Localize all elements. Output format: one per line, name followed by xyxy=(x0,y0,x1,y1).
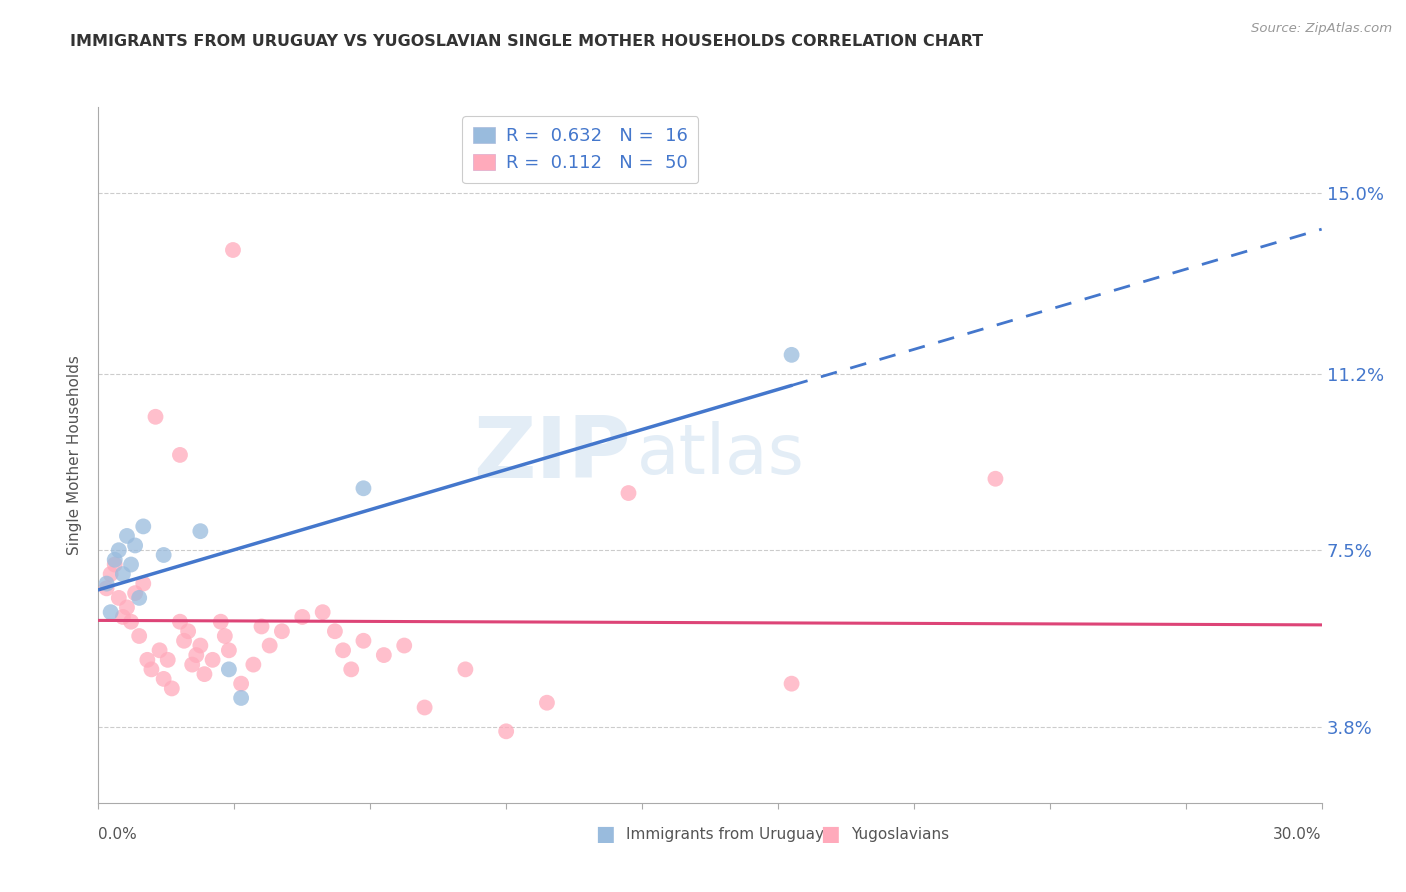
Point xyxy=(96,576,118,591)
Text: atlas: atlas xyxy=(637,421,804,489)
Point xyxy=(454,662,477,676)
Point xyxy=(495,724,517,739)
Text: Yugoslavians: Yugoslavians xyxy=(851,827,949,841)
Point xyxy=(132,519,155,533)
Point xyxy=(250,619,273,633)
Text: 0.0%: 0.0% xyxy=(98,827,138,841)
Point xyxy=(218,662,240,676)
Point xyxy=(100,567,122,582)
Point xyxy=(352,481,374,495)
Point xyxy=(104,558,127,572)
Point xyxy=(115,529,138,543)
Point xyxy=(181,657,204,672)
Point xyxy=(124,586,146,600)
Point xyxy=(536,696,558,710)
Point xyxy=(780,676,803,690)
Point xyxy=(231,690,253,705)
Point xyxy=(352,633,374,648)
Point xyxy=(120,615,142,629)
Point xyxy=(136,653,159,667)
Point xyxy=(193,667,215,681)
Point xyxy=(222,243,245,257)
Point xyxy=(156,653,179,667)
Point xyxy=(141,662,163,676)
Point xyxy=(152,548,174,562)
Point xyxy=(242,657,264,672)
Point xyxy=(160,681,183,696)
Point xyxy=(413,700,436,714)
Point xyxy=(108,591,131,605)
Point xyxy=(124,539,146,553)
Text: ZIP: ZIP xyxy=(472,413,630,497)
Point xyxy=(169,615,191,629)
Text: 30.0%: 30.0% xyxy=(1274,827,1322,841)
Point xyxy=(111,610,134,624)
Point xyxy=(120,558,142,572)
Point xyxy=(392,639,416,653)
Point xyxy=(188,524,212,538)
Point xyxy=(214,629,236,643)
Point xyxy=(323,624,346,639)
Point xyxy=(100,605,122,619)
Point xyxy=(149,643,172,657)
Point xyxy=(291,610,314,624)
Text: ■: ■ xyxy=(595,824,614,844)
Point xyxy=(201,653,224,667)
Point xyxy=(145,409,167,424)
Point xyxy=(270,624,294,639)
Point xyxy=(169,448,191,462)
Point xyxy=(173,633,195,648)
Point xyxy=(115,600,138,615)
Point xyxy=(984,472,1007,486)
Point xyxy=(373,648,395,662)
Text: IMMIGRANTS FROM URUGUAY VS YUGOSLAVIAN SINGLE MOTHER HOUSEHOLDS CORRELATION CHAR: IMMIGRANTS FROM URUGUAY VS YUGOSLAVIAN S… xyxy=(70,34,983,49)
Text: ■: ■ xyxy=(820,824,839,844)
Point xyxy=(218,643,240,657)
Point xyxy=(177,624,200,639)
Point xyxy=(128,591,150,605)
Y-axis label: Single Mother Households: Single Mother Households xyxy=(67,355,83,555)
Text: Source: ZipAtlas.com: Source: ZipAtlas.com xyxy=(1251,22,1392,36)
Point xyxy=(186,648,208,662)
Point xyxy=(111,567,134,582)
Legend: R =  0.632   N =  16, R =  0.112   N =  50: R = 0.632 N = 16, R = 0.112 N = 50 xyxy=(463,116,699,183)
Point xyxy=(104,553,127,567)
Point xyxy=(617,486,640,500)
Point xyxy=(96,582,118,596)
Point xyxy=(259,639,281,653)
Point xyxy=(780,348,803,362)
Point xyxy=(188,639,212,653)
Point xyxy=(108,543,131,558)
Point xyxy=(332,643,354,657)
Point xyxy=(209,615,232,629)
Point xyxy=(340,662,363,676)
Text: Immigrants from Uruguay: Immigrants from Uruguay xyxy=(626,827,824,841)
Point xyxy=(231,676,253,690)
Point xyxy=(152,672,174,686)
Point xyxy=(132,576,155,591)
Point xyxy=(312,605,335,619)
Point xyxy=(128,629,150,643)
